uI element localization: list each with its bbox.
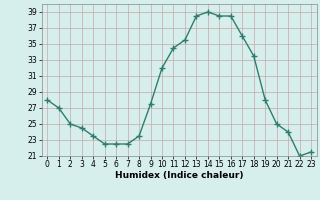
X-axis label: Humidex (Indice chaleur): Humidex (Indice chaleur) xyxy=(115,171,244,180)
